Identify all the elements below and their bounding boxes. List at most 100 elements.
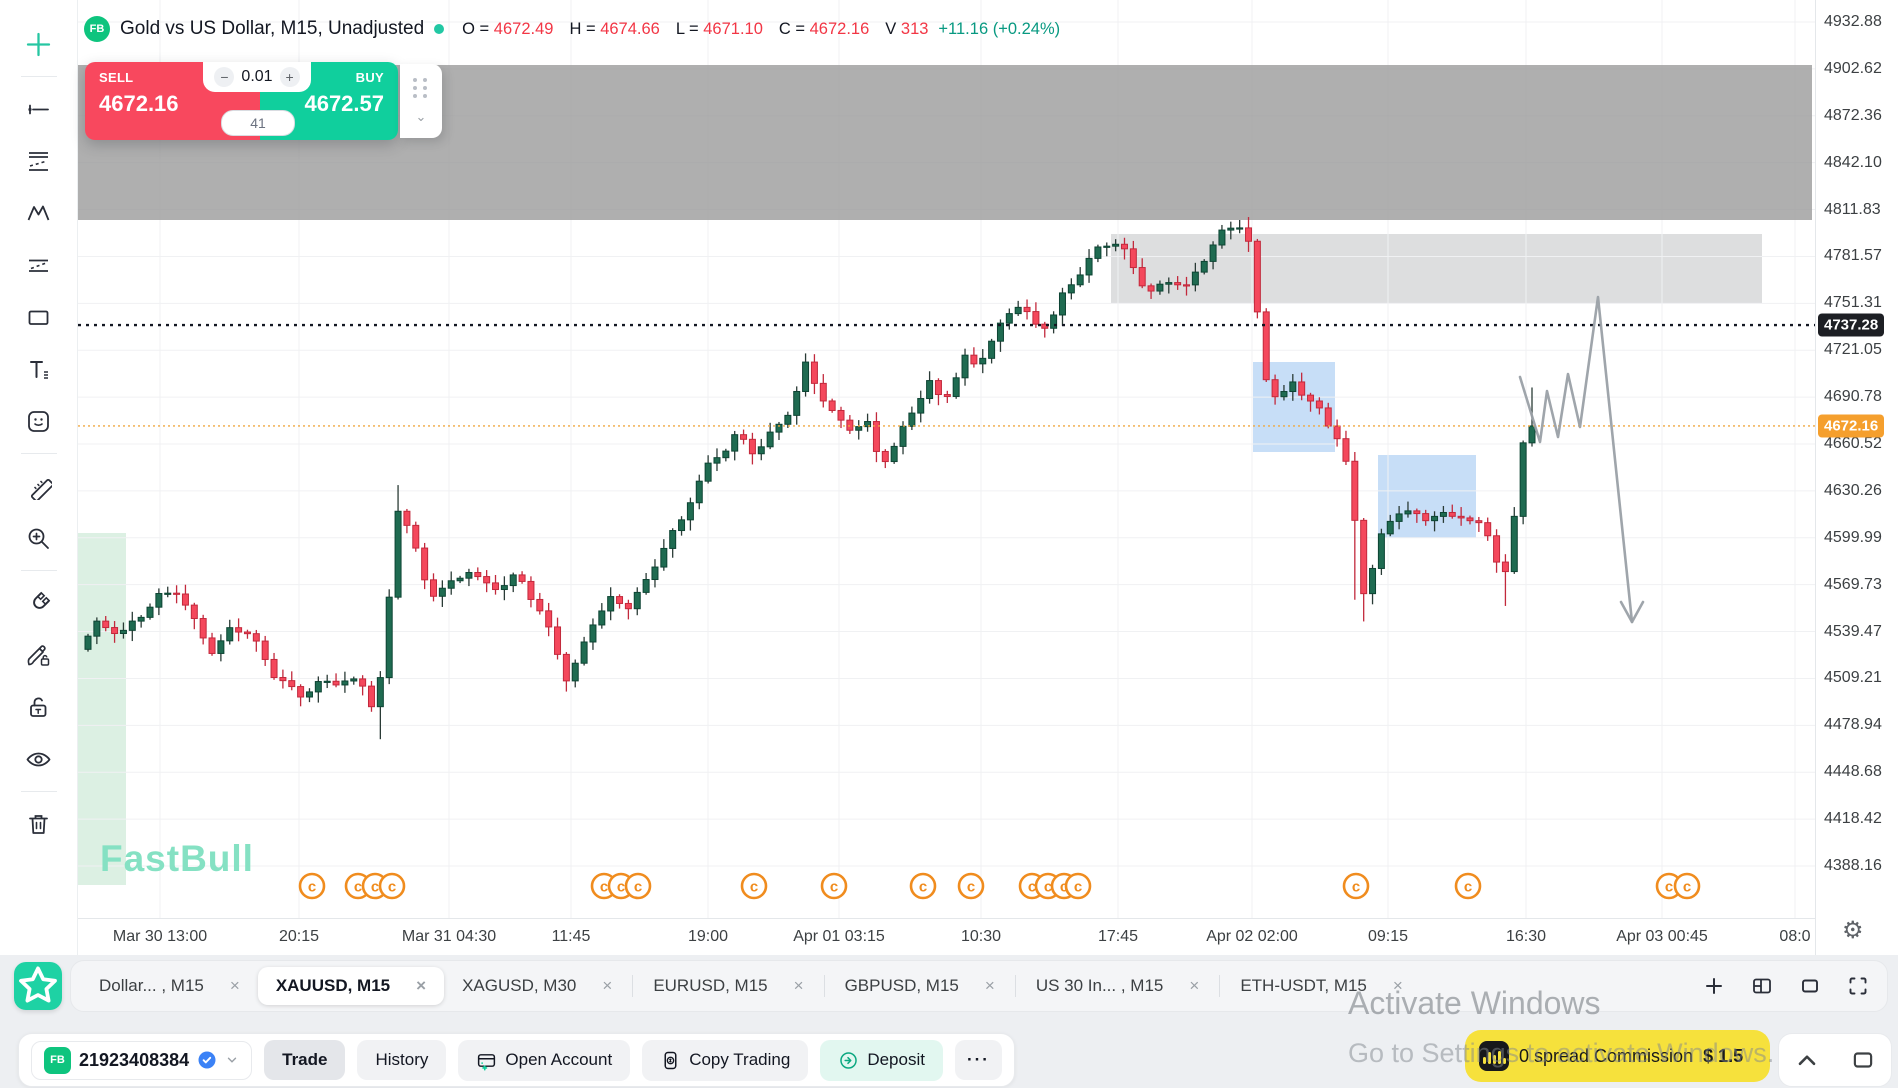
pattern-icon	[27, 205, 50, 220]
copyright-marker-icon[interactable]	[1342, 872, 1370, 900]
price-axis[interactable]: 4932.88 4902.62 4872.36 4842.10 4811.83 4781.…	[1815, 0, 1898, 955]
chart-settings-gear-icon[interactable]: ⚙	[1842, 917, 1864, 944]
tab-xagusd[interactable]: XAGUSD, M30 ×	[444, 967, 630, 1005]
tab-close-icon[interactable]: ×	[1189, 976, 1200, 995]
time-tick-label: 08:0	[1779, 928, 1811, 945]
text-tool[interactable]	[16, 346, 62, 392]
add-chart-button[interactable]	[1695, 967, 1733, 1005]
copy-trading-icon	[664, 1051, 677, 1069]
magnet-tool[interactable]	[16, 580, 62, 626]
time-tick-label: Apr 03 00:45	[1616, 928, 1708, 945]
more-button[interactable]: ···	[954, 1040, 1002, 1080]
tab-close-icon[interactable]: ×	[793, 976, 804, 995]
fastbull-watermark: FastBull	[100, 838, 254, 879]
copyright-marker-icon[interactable]	[1454, 872, 1482, 900]
eye-tool[interactable]	[16, 736, 62, 782]
time-axis[interactable]: Mar 30 13:00 20:15 Mar 31 04:30 11:45 19:00 A…	[78, 918, 1815, 956]
copyright-marker-icon[interactable]	[957, 872, 985, 900]
commission-promo-badge[interactable]: 0 spread Commission $ 1.5	[1465, 1030, 1770, 1082]
account-selector[interactable]: FB 21923408384	[31, 1040, 253, 1080]
broker-logo: FB	[84, 16, 110, 42]
symbol-title[interactable]: Gold vs US Dollar, M15, Unadjusted	[120, 18, 425, 39]
tab-label: EURUSD, M15	[653, 976, 768, 995]
copyright-marker-icon[interactable]	[1064, 872, 1092, 900]
os-watermark-line1: Activate Windows	[1348, 985, 1601, 1021]
magnet-icon	[33, 591, 51, 609]
tab-divider	[823, 975, 825, 997]
favorites-button[interactable]	[14, 962, 62, 1010]
fullscreen-button[interactable]	[1839, 967, 1877, 1005]
tab-xauusd[interactable]: XAUUSD, M15 ×	[257, 967, 445, 1005]
brush-tool[interactable]	[16, 632, 62, 678]
buy-button[interactable]: BUY 4672.57	[260, 62, 398, 140]
lot-size-value[interactable]: 0.01	[241, 68, 273, 85]
trendline-tool[interactable]	[16, 86, 62, 132]
svg-text:c: c	[354, 879, 362, 896]
account-id: 21923408384	[79, 1049, 190, 1070]
tab-us-30-in-[interactable]: US 30 In... , M15 ×	[1018, 967, 1218, 1005]
copyright-marker-icon[interactable]	[298, 872, 326, 900]
tab-close-icon[interactable]: ×	[984, 976, 995, 995]
channel-tool[interactable]	[16, 242, 62, 288]
copyright-marker-icon[interactable]	[909, 872, 937, 900]
lot-decrease-button[interactable]: −	[214, 67, 235, 87]
forecast-arrow[interactable]	[1518, 295, 1645, 624]
lot-increase-button[interactable]: +	[279, 67, 300, 87]
time-tick-label: 20:15	[278, 928, 320, 945]
copyright-marker-icon[interactable]	[740, 872, 768, 900]
price-tick-label: 4932.88	[1824, 13, 1882, 30]
rectangle-tool[interactable]	[16, 294, 62, 340]
zoom-in-tool[interactable]	[16, 515, 62, 561]
window-mode-button[interactable]	[1845, 1042, 1881, 1078]
open-account-button[interactable]: Open Account	[458, 1039, 631, 1081]
collapse-panel-button[interactable]	[1789, 1042, 1825, 1078]
emoji-tool[interactable]	[16, 398, 62, 444]
crosshair-tool[interactable]	[16, 21, 62, 67]
copyright-marker-icon[interactable]	[378, 872, 406, 900]
price-tick-label: 4448.68	[1824, 763, 1882, 781]
tab-divider	[1219, 975, 1221, 997]
tab-close-icon[interactable]: ×	[229, 976, 240, 995]
tab-dollar-[interactable]: Dollar... , M15 ×	[81, 967, 258, 1005]
window-button[interactable]	[1791, 967, 1829, 1005]
fib-retracement-tool[interactable]	[16, 138, 62, 184]
time-tick-label: Mar 30 13:00	[112, 928, 208, 945]
alert-price-badge[interactable]: 4737.28	[1818, 313, 1885, 337]
deposit-icon	[840, 1051, 858, 1069]
time-tick-label: 17:45	[1097, 928, 1139, 945]
lock-tool[interactable]	[16, 684, 62, 730]
tab-close-icon[interactable]: ×	[602, 976, 613, 995]
layout-grid-button[interactable]	[1743, 967, 1781, 1005]
history-tab[interactable]: History	[357, 1040, 447, 1080]
trash-tool[interactable]	[16, 801, 62, 847]
svg-text:c: c	[308, 879, 316, 896]
tab-eth-usdt[interactable]: ETH-USDT, M15 ×	[1222, 967, 1421, 1005]
copy-trading-button[interactable]: Copy Trading	[642, 1039, 809, 1081]
tab-gbpusd[interactable]: GBPUSD, M15 ×	[827, 967, 1013, 1005]
tab-label: ETH-USDT, M15	[1240, 976, 1367, 995]
pattern-tool[interactable]	[16, 190, 62, 236]
deposit-button[interactable]: Deposit	[820, 1039, 943, 1081]
order-widget-handle[interactable]: ⌄	[400, 64, 442, 138]
tab-eurusd[interactable]: EURUSD, M15 ×	[635, 967, 821, 1005]
tab-close-icon[interactable]: ×	[416, 976, 427, 995]
svg-text:c: c	[750, 879, 758, 896]
copyright-marker-icon[interactable]	[1673, 872, 1701, 900]
copyright-marker-icon[interactable]	[820, 872, 848, 900]
fullscreen-icon	[1849, 977, 1867, 995]
last-price-badge[interactable]: 4672.16	[1818, 414, 1885, 438]
copyright-marker-icon[interactable]	[624, 872, 652, 900]
zoom-in-icon	[28, 528, 49, 549]
chevron-down-icon[interactable]: ⌄	[415, 108, 427, 124]
trade-tab[interactable]: Trade	[264, 1040, 346, 1080]
sell-price: 4672.16	[99, 91, 179, 116]
eye-icon	[26, 752, 51, 766]
drag-handle-icon[interactable]	[413, 77, 429, 98]
tab-divider	[1014, 975, 1016, 997]
ruler-tool[interactable]	[16, 463, 62, 509]
buy-price: 4672.57	[304, 91, 384, 116]
tab-close-icon[interactable]: ×	[1392, 976, 1403, 995]
